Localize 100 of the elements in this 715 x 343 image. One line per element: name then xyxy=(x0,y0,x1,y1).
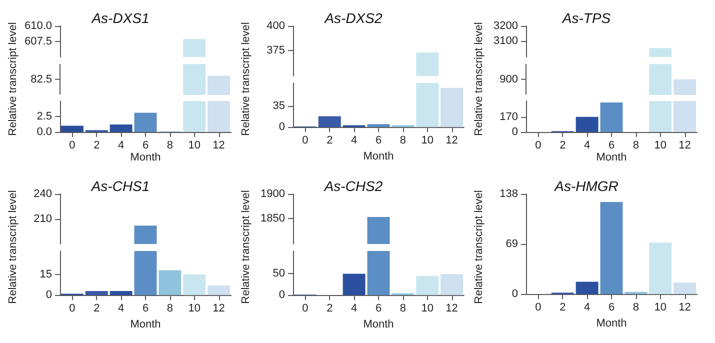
y-tick-label: 50 xyxy=(272,266,285,279)
chart-title: As-CHS2 xyxy=(323,178,383,194)
x-tick-label: 10 xyxy=(421,134,434,146)
y-tick-label: 0 xyxy=(278,120,285,133)
bar xyxy=(208,284,230,295)
x-tick-label: 8 xyxy=(632,302,639,314)
y-tick-label: 2.5 xyxy=(36,110,52,123)
x-tick-label: 0 xyxy=(535,140,542,152)
bar xyxy=(110,290,132,295)
y-tick-label: 607.5 xyxy=(24,36,52,48)
chart-title: As-TPS xyxy=(561,10,612,26)
chart-title: As-DXS1 xyxy=(90,10,150,26)
y-tick-label: 1850 xyxy=(260,212,285,225)
chart-title: As-HMGR xyxy=(554,178,618,194)
x-tick-label: 10 xyxy=(654,302,666,314)
bar xyxy=(134,250,157,295)
bar xyxy=(183,274,206,295)
x-tick-label: 4 xyxy=(351,302,358,314)
y-tick-label: 69 xyxy=(506,238,518,250)
x-axis-title: Month xyxy=(596,152,627,164)
bar xyxy=(158,270,182,295)
x-tick-label: 4 xyxy=(118,140,124,152)
x-tick-label: 6 xyxy=(375,134,382,146)
x-tick-label: 0 xyxy=(69,140,76,152)
x-axis-title: Month xyxy=(363,150,394,162)
bar xyxy=(416,275,439,295)
y-tick-label: 0.0 xyxy=(36,126,52,138)
bar xyxy=(649,101,672,132)
bar xyxy=(674,101,696,132)
bar xyxy=(342,273,366,295)
y-axis-title: Relative transcript level xyxy=(7,22,19,136)
y-tick-label: 0 xyxy=(512,126,518,138)
y-tick-label: 1900 xyxy=(260,188,285,200)
x-tick-label: 4 xyxy=(584,302,590,314)
x-axis-title: Month xyxy=(596,318,627,330)
bar xyxy=(600,102,623,132)
y-axis-title: Relative transcript level xyxy=(240,22,252,136)
y-tick-label: 15 xyxy=(40,268,52,280)
y-tick-label: 0 xyxy=(512,288,518,300)
x-tick-label: 10 xyxy=(188,140,200,152)
y-tick-label: 170 xyxy=(500,111,518,124)
x-tick-label: 6 xyxy=(608,140,615,152)
y-tick-label: 3100 xyxy=(494,34,518,47)
x-tick-label: 2 xyxy=(326,134,333,146)
bar xyxy=(318,116,341,127)
x-tick-label: 6 xyxy=(608,302,615,314)
bar xyxy=(208,101,230,132)
y-tick-label: 610.0 xyxy=(24,20,52,32)
x-tick-label: 12 xyxy=(212,140,225,152)
x-tick-label: 4 xyxy=(584,140,590,152)
x-tick-label: 8 xyxy=(166,302,173,314)
x-tick-label: 12 xyxy=(446,302,458,314)
bar xyxy=(674,282,696,294)
y-tick-label: 3200 xyxy=(494,20,518,32)
bar xyxy=(367,124,390,127)
x-axis-title: Month xyxy=(130,318,161,330)
x-tick-label: 8 xyxy=(166,140,173,152)
x-tick-label: 2 xyxy=(560,140,566,152)
bar xyxy=(134,113,157,132)
bar xyxy=(367,250,390,295)
x-tick-label: 6 xyxy=(142,140,149,152)
x-tick-label: 0 xyxy=(69,302,76,314)
bar xyxy=(440,274,464,295)
x-tick-label: 2 xyxy=(560,302,566,314)
y-tick-label: 210 xyxy=(34,213,52,225)
y-axis-title: Relative transcript level xyxy=(473,190,485,304)
chart-title: As-CHS1 xyxy=(90,178,150,194)
chart-title: As-DXS2 xyxy=(324,10,382,26)
x-tick-label: 2 xyxy=(326,302,333,314)
y-tick-label: 375 xyxy=(266,44,285,57)
y-tick-label: 400 xyxy=(266,20,285,32)
y-axis-title: Relative transcript level xyxy=(7,190,19,304)
text: 900 xyxy=(500,72,518,85)
x-tick-label: 10 xyxy=(188,302,200,314)
bar xyxy=(649,242,672,294)
y-tick-label: 138 xyxy=(500,188,518,200)
x-tick-label: 6 xyxy=(375,302,382,314)
x-tick-label: 10 xyxy=(421,302,434,314)
bar xyxy=(60,126,84,132)
x-tick-label: 0 xyxy=(535,302,542,314)
x-tick-label: 8 xyxy=(400,134,406,146)
bar xyxy=(110,124,132,132)
x-tick-label: 4 xyxy=(118,302,124,314)
y-axis-title: Relative transcript level xyxy=(240,190,252,304)
x-tick-label: 12 xyxy=(446,134,458,146)
bar xyxy=(600,202,623,294)
text: 82.5 xyxy=(30,72,52,85)
y-tick-label: 0 xyxy=(46,288,52,301)
x-axis-title: Month xyxy=(363,318,394,330)
x-tick-label: 10 xyxy=(654,140,666,152)
y-tick-label: 240 xyxy=(34,188,52,200)
y-axis-title: Relative transcript level xyxy=(473,22,485,136)
bar xyxy=(624,292,648,294)
x-tick-label: 8 xyxy=(400,302,406,314)
y-tick-label: 0 xyxy=(278,288,285,301)
x-tick-label: 8 xyxy=(632,140,639,152)
x-tick-label: 0 xyxy=(302,134,308,146)
x-tick-label: 2 xyxy=(94,302,100,314)
y-tick-label: 35 xyxy=(272,99,285,112)
x-tick-label: 2 xyxy=(94,140,100,152)
